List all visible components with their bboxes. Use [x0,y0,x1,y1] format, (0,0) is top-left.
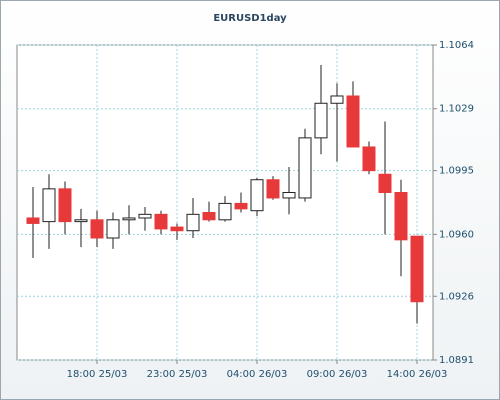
x-tick-label: 18:00 25/03 [67,369,128,380]
candle-body [410,235,424,303]
x-tick-label: 04:00 26/03 [227,369,288,380]
candle-body [314,102,328,139]
y-tick-label: 1.0926 [439,291,474,302]
y-tick-label: 1.0995 [439,166,474,177]
candle-body [74,219,88,223]
candle-body [282,191,296,199]
candle-body [58,188,72,223]
candle-body [122,217,136,221]
y-tick-label: 1.1029 [439,104,474,115]
candle-body [346,95,360,148]
y-tick-label: 1.0960 [439,229,474,240]
x-tick-label: 09:00 26/03 [307,369,368,380]
candle-body [218,202,232,221]
candle-body [186,213,200,232]
candle-body [170,226,184,232]
candle-body [330,95,344,104]
candle-body [138,213,152,219]
candle-body [154,213,168,230]
candle-body [90,219,104,239]
x-tick-label: 23:00 25/03 [147,369,208,380]
candle-body [26,217,40,224]
candle-body [42,188,56,223]
chart-title: EURUSD1day [213,13,287,24]
candle-body [202,212,216,221]
candle-body [378,173,392,193]
candle-body [298,137,312,199]
candle-body [106,219,120,239]
y-tick-label: 1.1064 [439,40,474,51]
y-tick-label: 1.0891 [439,355,474,366]
x-tick-label: 14:00 26/03 [387,369,448,380]
candle-body [394,191,408,241]
candle-body [266,179,280,199]
candle-body [250,179,264,212]
candle-body [234,202,248,210]
candle-body [362,146,376,172]
